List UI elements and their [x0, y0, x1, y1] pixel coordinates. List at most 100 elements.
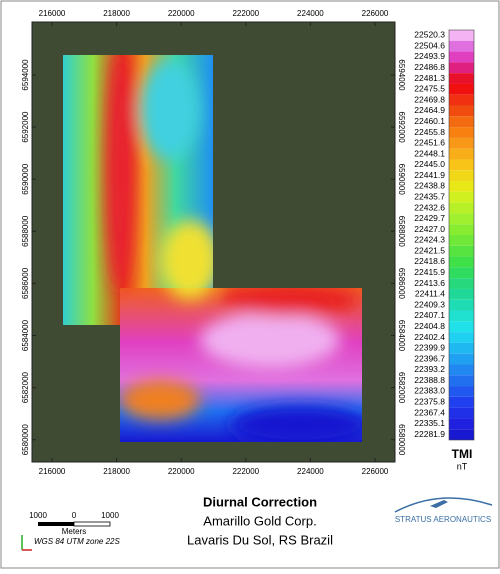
legend-swatch [449, 278, 474, 289]
y-coord-label: 6582000 [21, 371, 30, 403]
legend-label: 22441.9 [414, 170, 445, 180]
legend: 22520.322504.622493.922486.822481.322475… [414, 29, 475, 441]
legend-label: 22429.7 [414, 213, 445, 223]
legend-swatch [449, 342, 474, 354]
footer-company: Amarillo Gold Corp. [203, 513, 316, 528]
legend-swatch [449, 116, 474, 128]
legend-swatch [449, 170, 474, 182]
legend-swatch [449, 429, 474, 440]
legend-swatch [449, 51, 474, 63]
legend-swatch [449, 386, 474, 397]
legend-frame [448, 29, 475, 441]
y-coord-label: 6590000 [397, 164, 406, 196]
x-coord-label: 218000 [103, 467, 130, 476]
x-coord-label: 226000 [362, 9, 389, 18]
y-coord-label: 6582000 [397, 372, 406, 404]
legend-label: 22399.9 [414, 343, 445, 353]
legend-label: 22504.6 [414, 40, 445, 50]
x-coord-label: 216000 [39, 467, 66, 476]
y-coord-label: 6594000 [397, 59, 406, 91]
x-coord-label: 222000 [232, 9, 259, 18]
legend-label: 22367.4 [414, 407, 445, 417]
y-coord-label: 6586000 [21, 267, 30, 299]
legend-label: 22415.9 [414, 267, 445, 277]
legend-swatch [449, 256, 474, 268]
legend-label: 22375.8 [414, 396, 445, 406]
scale-bar: 1000 0 1000 Meters [29, 511, 119, 536]
legend-label: 22481.3 [414, 73, 445, 83]
legend-label: 22427.0 [414, 224, 445, 234]
scale-label: 1000 [101, 511, 119, 520]
legend-swatch [449, 94, 474, 106]
legend-label: 22393.2 [414, 364, 445, 374]
footer-title: Diurnal Correction [203, 494, 317, 509]
legend-label: 22445.0 [414, 159, 445, 169]
tmi-grid [63, 55, 362, 442]
legend-label: 22486.8 [414, 62, 445, 72]
x-coord-label: 216000 [39, 9, 66, 18]
legend-swatch [449, 245, 474, 257]
legend-label: 22475.5 [414, 84, 445, 94]
legend-label: 22411.4 [415, 289, 445, 299]
x-coord-label: 226000 [362, 467, 389, 476]
legend-swatch [449, 202, 474, 214]
north-arrow [21, 535, 32, 551]
y-coord-label: 6586000 [397, 268, 406, 300]
legend-swatch [449, 332, 474, 343]
y-coord-label: 6580000 [21, 424, 30, 456]
legend-label: 22383.0 [414, 386, 445, 396]
legend-swatch [449, 224, 474, 235]
projection: WGS 84 UTM zone 22S [34, 537, 120, 546]
legend-label: 22435.7 [414, 191, 445, 201]
scale-label: 0 [72, 511, 77, 520]
legend-swatch [449, 137, 474, 149]
legend-swatch [449, 375, 474, 387]
legend-swatch [449, 40, 474, 52]
legend-swatch [449, 83, 474, 95]
legend-swatch [449, 407, 474, 419]
x-coord-label: 222000 [232, 467, 259, 476]
legend-label: 22413.6 [414, 278, 445, 288]
legend-swatch [449, 299, 474, 311]
y-coord-label: 6590000 [21, 163, 30, 195]
legend-label: 22469.8 [414, 94, 445, 104]
legend-label: 22451.6 [414, 138, 445, 148]
legend-swatch [449, 127, 474, 138]
x-coord-label: 220000 [168, 467, 195, 476]
legend-label: 22448.1 [414, 148, 445, 158]
legend-label: 22396.7 [414, 353, 445, 363]
legend-swatch [449, 30, 474, 41]
map-frame [31, 21, 396, 463]
legend-label: 22460.1 [414, 116, 445, 126]
legend-swatch [449, 159, 474, 171]
footer-location: Lavaris Du Sol, RS Brazil [187, 532, 333, 547]
legend-swatch [449, 364, 474, 376]
legend-label: 22520.3 [414, 30, 445, 40]
legend-label: 22455.8 [414, 127, 445, 137]
legend-swatch [449, 213, 474, 225]
legend-label: 22421.5 [414, 245, 445, 255]
legend-swatch [449, 105, 474, 117]
y-coord-label: 6592000 [21, 111, 30, 143]
y-coord-label: 6588000 [397, 216, 406, 248]
x-coord-label: 220000 [168, 9, 195, 18]
legend-label: 22404.8 [414, 321, 445, 331]
legend-label: 22493.9 [414, 51, 445, 61]
legend-swatch [449, 353, 474, 365]
logo-text: STRATUS AERONAUTICS [395, 515, 491, 524]
legend-swatch [449, 321, 474, 333]
scale-label: 1000 [29, 511, 47, 520]
legend-label: 22432.6 [414, 202, 445, 212]
x-coord-label: 224000 [297, 467, 324, 476]
legend-label: 22424.3 [414, 235, 445, 245]
scale-unit: Meters [62, 527, 86, 536]
legend-swatch [449, 191, 474, 203]
legend-swatch [449, 310, 474, 322]
logo: STRATUS AERONAUTICS [394, 497, 493, 524]
legend-unit: nT [457, 461, 468, 471]
legend-swatch [449, 396, 474, 408]
legend-swatch [449, 148, 474, 160]
legend-label: 22281.9 [414, 429, 445, 439]
legend-label: 22438.8 [414, 181, 445, 191]
